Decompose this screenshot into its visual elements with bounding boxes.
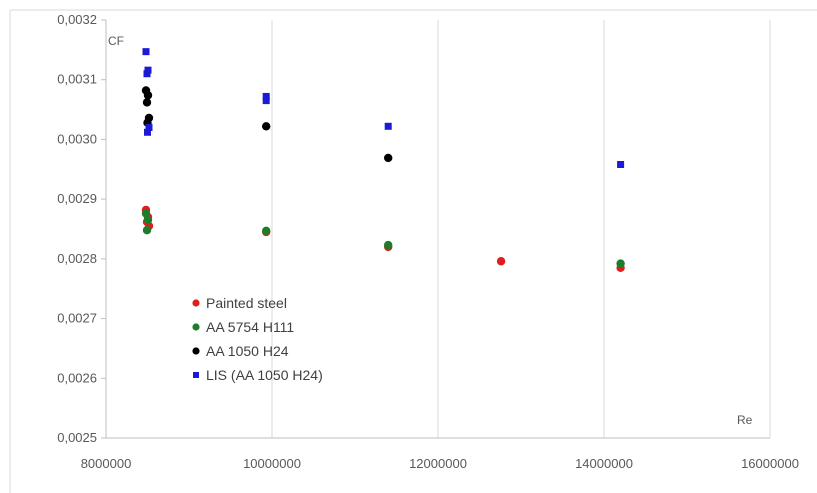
y-tick-label: 0,0030 (57, 131, 97, 146)
legend-label: LIS (AA 1050 H24) (206, 367, 323, 383)
x-tick-label: 10000000 (243, 456, 301, 471)
data-point (262, 92, 270, 100)
x-tick-label: 12000000 (409, 456, 467, 471)
legend-label: AA 1050 H24 (206, 343, 289, 359)
x-axis-label: Re (737, 413, 753, 427)
data-point (142, 98, 152, 107)
y-tick-label: 0,0031 (57, 72, 97, 87)
data-point (617, 161, 625, 169)
y-tick-label: 0,0032 (57, 12, 97, 27)
legend-marker (192, 347, 200, 355)
data-point (141, 209, 151, 218)
axes (101, 19, 770, 439)
data-point (384, 153, 393, 163)
data-point (143, 215, 153, 225)
y-tick-label: 0,0027 (57, 311, 97, 326)
data-point (384, 240, 393, 250)
legend-marker (193, 372, 199, 378)
data-point (384, 122, 392, 130)
data-point (261, 122, 271, 131)
data-point (142, 48, 150, 56)
data-point (143, 91, 153, 100)
data-point (262, 97, 270, 105)
x-tick-label: 14000000 (575, 456, 633, 471)
data-point (261, 226, 271, 235)
legend-marker (192, 299, 200, 307)
legend-label: AA 5754 H111 (206, 319, 294, 335)
y-axis-label: CF (108, 34, 124, 48)
legend-marker (192, 323, 200, 331)
legend-label: Painted steel (206, 295, 287, 311)
x-tick-label: 16000000 (741, 456, 799, 471)
data-point (496, 257, 506, 266)
y-tick-label: 0,0028 (57, 251, 97, 266)
data-point (144, 66, 152, 74)
gridlines (271, 20, 771, 438)
data-point (616, 259, 625, 268)
data-point (143, 70, 151, 78)
legend: Painted steel AA 5754 H111 AA 1050 H24 LIS … (192, 295, 323, 383)
data-point (144, 128, 151, 136)
data-points (141, 48, 625, 273)
tick-labels: 0,0025 0,0026 0,0027 0,0028 0,0029 0,0030 0,00… (57, 12, 799, 471)
y-tick-label: 0,0029 (57, 191, 97, 206)
x-tick-label: 8000000 (81, 456, 132, 471)
y-tick-label: 0,0026 (57, 370, 97, 385)
data-point (142, 225, 152, 235)
data-point (145, 123, 153, 131)
y-tick-label: 0,0025 (57, 430, 97, 445)
